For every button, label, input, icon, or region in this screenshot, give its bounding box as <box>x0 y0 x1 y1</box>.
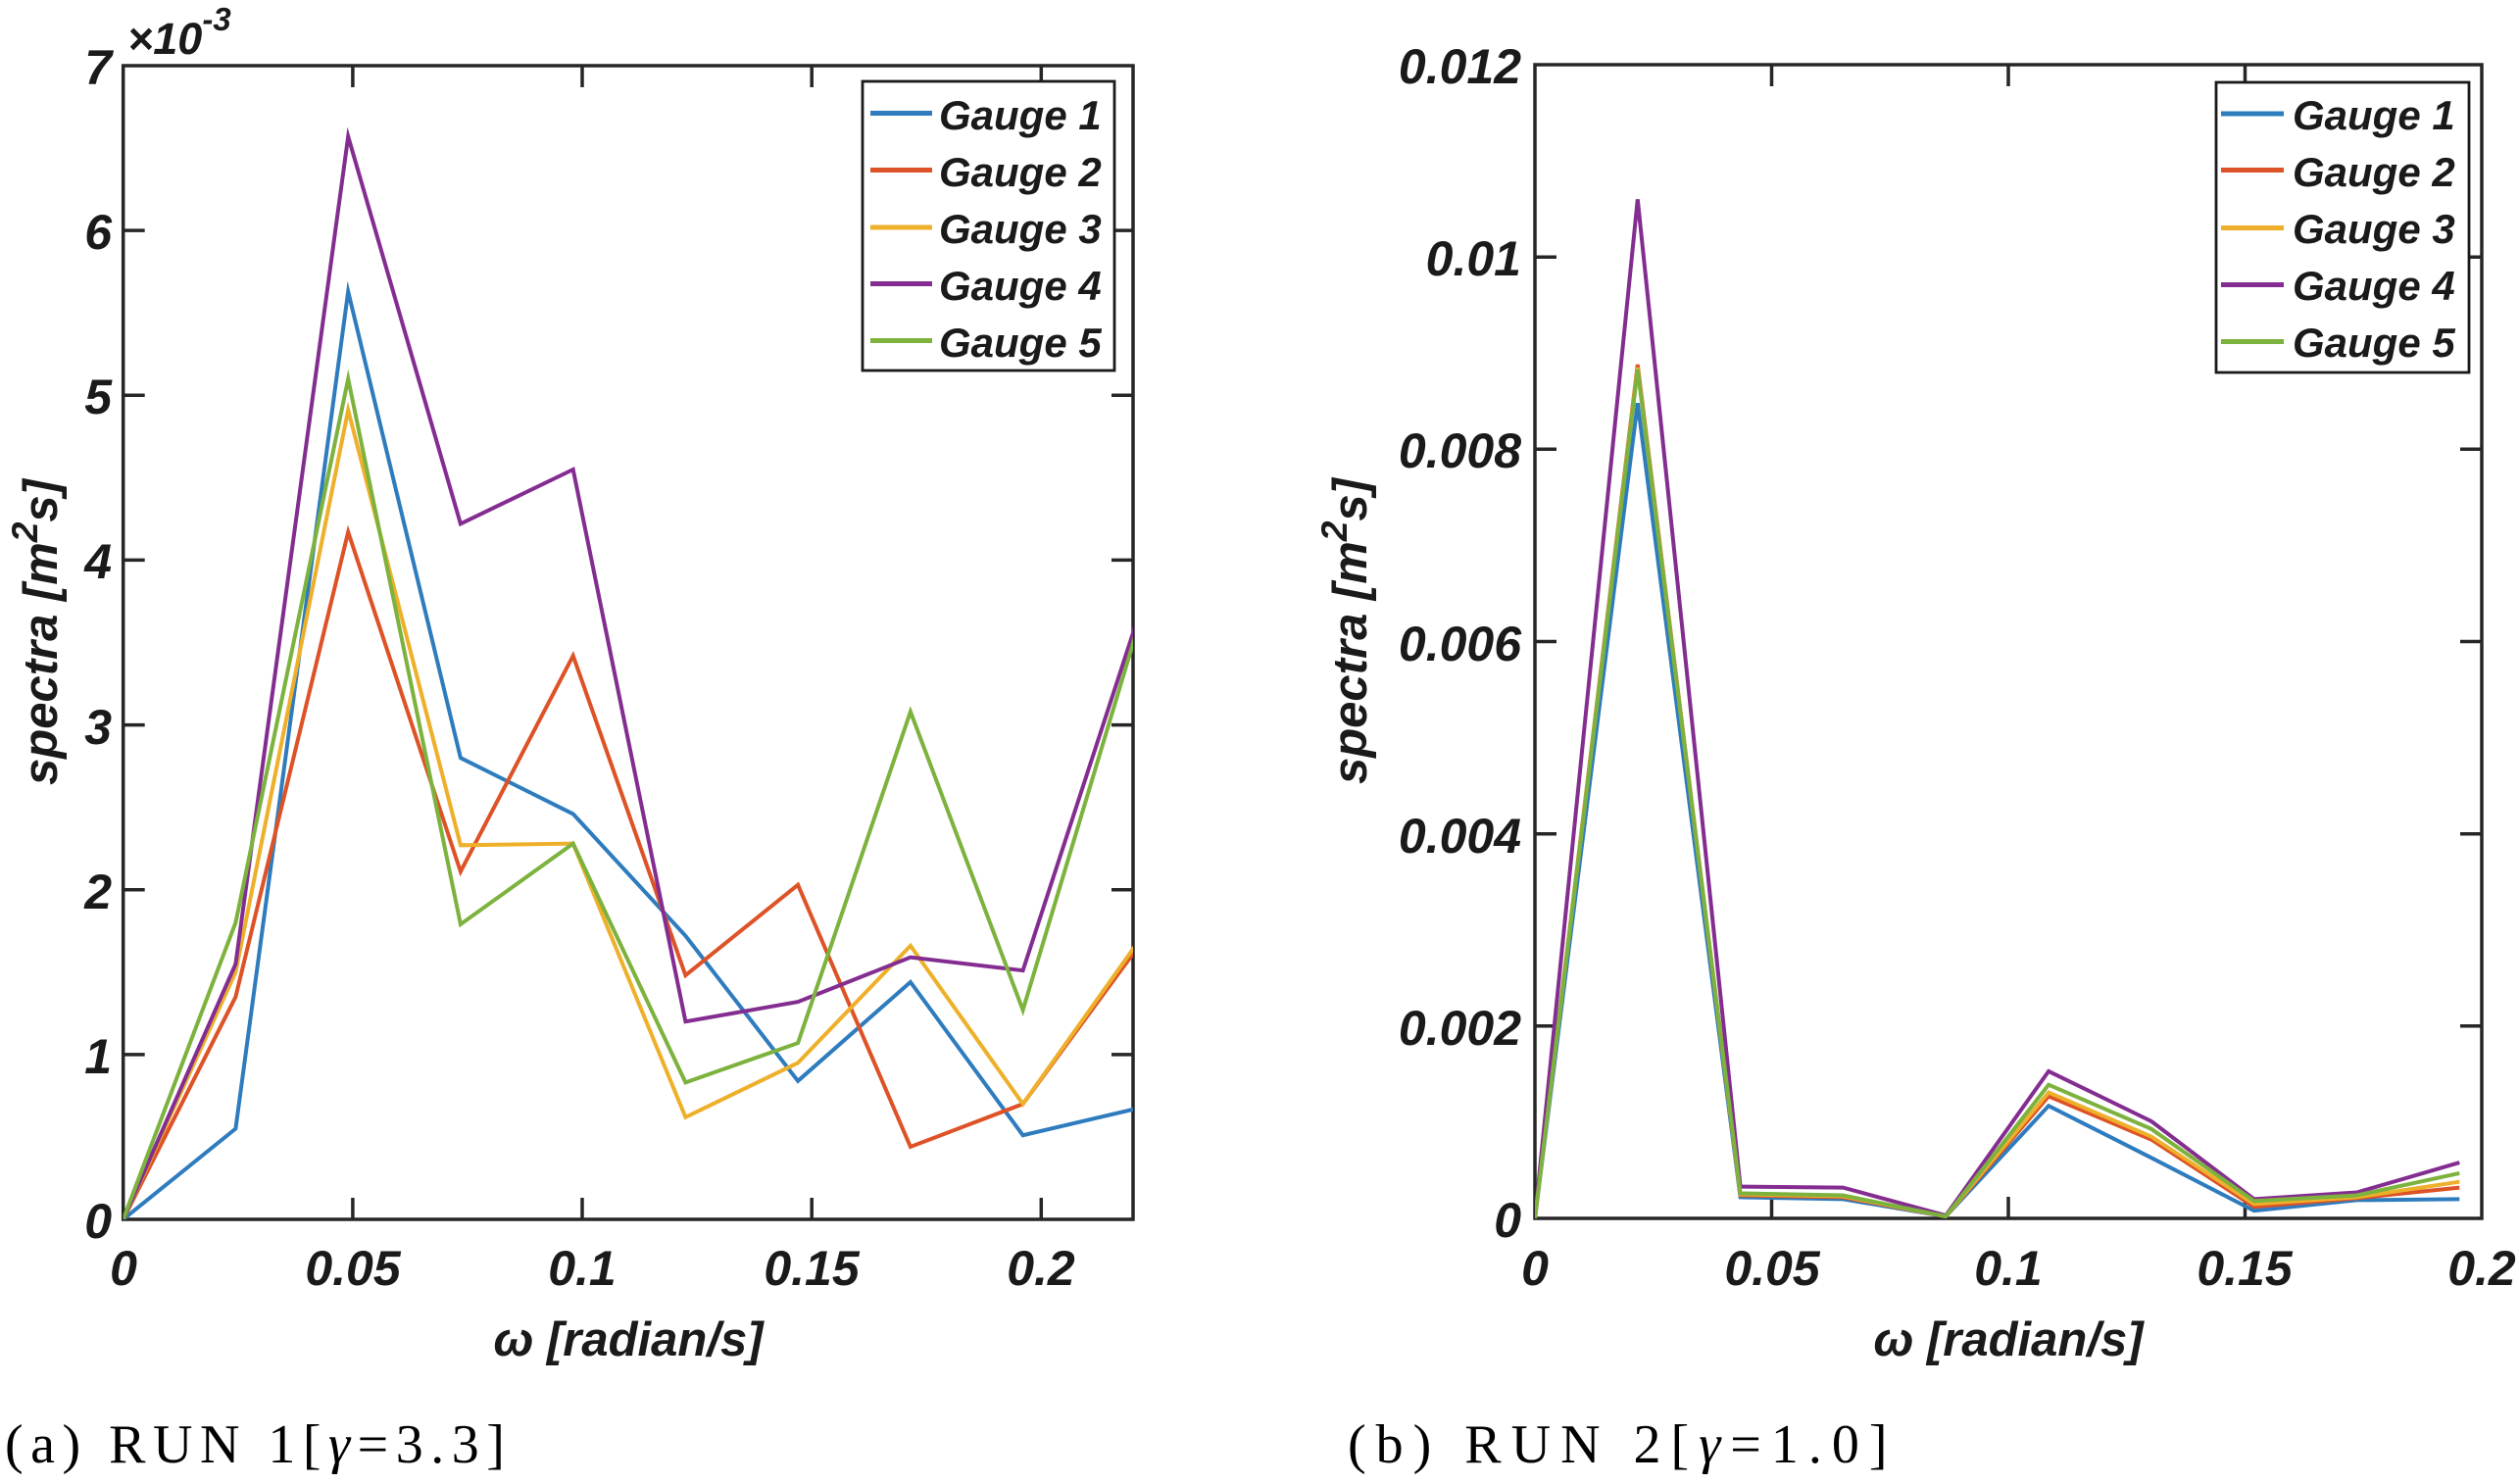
svg-text:0.01: 0.01 <box>1426 231 1521 286</box>
svg-text:7: 7 <box>84 40 114 95</box>
svg-text:0.004: 0.004 <box>1399 809 1521 864</box>
svg-text:Gauge 3: Gauge 3 <box>2293 206 2455 252</box>
svg-text:0: 0 <box>110 1241 137 1296</box>
svg-text:3: 3 <box>84 700 112 755</box>
svg-text:ω [radian/s]: ω [radian/s] <box>1873 1313 2145 1366</box>
svg-text:0.15: 0.15 <box>764 1241 861 1296</box>
svg-text:0: 0 <box>1521 1241 1549 1296</box>
svg-text:0: 0 <box>84 1194 112 1249</box>
svg-text:4: 4 <box>83 534 112 589</box>
svg-text:Gauge 1: Gauge 1 <box>2293 92 2455 138</box>
svg-text:6: 6 <box>84 205 113 260</box>
svg-text:(b) RUN 2[γ=1.0]: (b) RUN 2[γ=1.0] <box>1348 1414 1898 1475</box>
svg-text:1: 1 <box>84 1029 112 1084</box>
svg-text:5: 5 <box>84 370 113 424</box>
svg-text:0.15: 0.15 <box>2197 1241 2294 1296</box>
svg-text:Gauge 2: Gauge 2 <box>2293 149 2455 195</box>
svg-text:Gauge 1: Gauge 1 <box>939 92 1102 138</box>
svg-text:Gauge 3: Gauge 3 <box>939 206 1102 252</box>
svg-text:(a) RUN 1[γ=3.3]: (a) RUN 1[γ=3.3] <box>5 1414 512 1475</box>
svg-text:0.2: 0.2 <box>2447 1241 2516 1296</box>
svg-text:0.1: 0.1 <box>1974 1241 2043 1296</box>
svg-text:ω [radian/s]: ω [radian/s] <box>493 1313 765 1366</box>
svg-text:Gauge 5: Gauge 5 <box>939 320 1102 366</box>
svg-text:0.002: 0.002 <box>1399 1001 1521 1056</box>
svg-text:0.006: 0.006 <box>1399 617 1522 671</box>
svg-text:Gauge 5: Gauge 5 <box>2293 320 2455 366</box>
svg-text:0.2: 0.2 <box>1007 1241 1075 1296</box>
svg-text:0: 0 <box>1494 1193 1521 1248</box>
svg-text:Gauge 4: Gauge 4 <box>939 263 1102 309</box>
svg-text:0.1: 0.1 <box>548 1241 617 1296</box>
svg-text:0.05: 0.05 <box>305 1241 402 1296</box>
svg-text:Gauge 2: Gauge 2 <box>939 149 1102 195</box>
svg-text:0.05: 0.05 <box>1724 1241 1821 1296</box>
svg-text:0.012: 0.012 <box>1399 39 1521 94</box>
svg-text:0.008: 0.008 <box>1399 423 1521 478</box>
svg-text:2: 2 <box>83 865 112 919</box>
svg-text:Gauge 4: Gauge 4 <box>2293 263 2455 309</box>
